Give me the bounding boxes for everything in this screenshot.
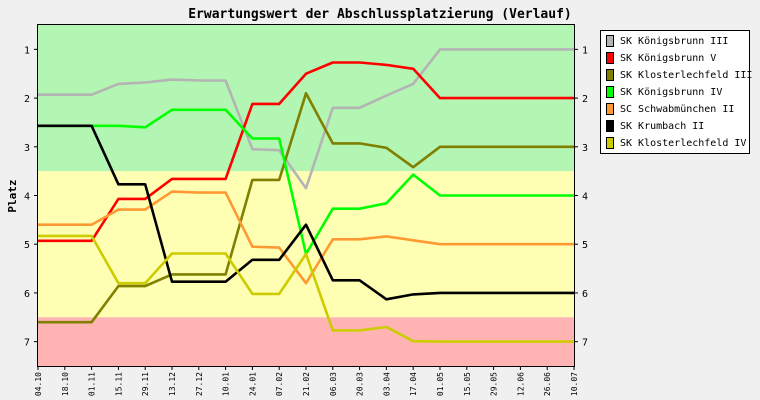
x-tick-label: 17.04 bbox=[409, 372, 418, 396]
series-line-4 bbox=[38, 190, 574, 285]
legend-swatch bbox=[606, 120, 614, 132]
chart-title: Erwartungswert der Abschlussplatzierung … bbox=[188, 7, 572, 22]
y-tick-label-left: 1 bbox=[24, 45, 30, 56]
x-tick-label: 10.07 bbox=[570, 372, 579, 396]
legend-label: SK Königsbrunn IV bbox=[620, 86, 723, 98]
legend-label: SK Klosterlechfeld III bbox=[620, 69, 753, 81]
legend-label: SK Königsbrunn V bbox=[620, 52, 717, 64]
y-ticks-left: 1 2 3 4 5 6 7 bbox=[24, 45, 38, 349]
legend: SK Königsbrunn III SK Königsbrunn V SK Klo… bbox=[600, 30, 752, 154]
legend-item: SK Krumbach II bbox=[606, 119, 704, 133]
y-tick-label-right: 4 bbox=[582, 192, 588, 203]
series-line-0 bbox=[38, 48, 574, 190]
legend-item: SK Königsbrunn IV bbox=[606, 85, 722, 99]
legend-label: SC Schwabmünchen II bbox=[620, 103, 735, 115]
x-tick-label: 06.03 bbox=[329, 372, 338, 396]
x-tick-label: 26.06 bbox=[543, 372, 552, 396]
legend-label: SK Klosterlechfeld IV bbox=[620, 137, 747, 149]
legend-swatch bbox=[606, 86, 614, 98]
series-line-5 bbox=[38, 124, 574, 301]
y-ticks-right: 1 2 3 4 5 6 7 bbox=[574, 45, 588, 349]
x-tick-label: 07.02 bbox=[275, 372, 284, 396]
legend-label: SK Königsbrunn III bbox=[620, 35, 729, 47]
x-tick-label: 21.02 bbox=[302, 372, 311, 396]
legend-swatch bbox=[606, 35, 614, 47]
x-tick-label: 04.10 bbox=[34, 372, 43, 396]
x-tick-label: 20.03 bbox=[356, 372, 365, 396]
y-tick-label-left: 2 bbox=[24, 94, 30, 105]
series-line-1 bbox=[38, 61, 574, 243]
x-tick-label: 01.11 bbox=[88, 372, 97, 396]
series-line-6 bbox=[38, 234, 574, 343]
x-tick-label: 10.01 bbox=[222, 372, 231, 396]
legend-swatch bbox=[606, 137, 614, 149]
series-line-2 bbox=[38, 91, 574, 324]
y-tick-label-right: 2 bbox=[582, 94, 588, 105]
x-ticks: 04.10 18.10 01.11 15.11 29.11 13.12 27.12 10.01… bbox=[34, 366, 579, 396]
legend-label: SK Krumbach II bbox=[620, 120, 705, 132]
x-tick-label: 12.06 bbox=[516, 372, 525, 396]
x-tick-label: 24.01 bbox=[248, 372, 257, 396]
legend-item: SC Schwabmünchen II bbox=[606, 102, 734, 116]
y-tick-label-right: 1 bbox=[582, 45, 588, 56]
x-tick-label: 01.05 bbox=[436, 372, 445, 396]
y-tick-label-right: 3 bbox=[582, 143, 588, 154]
x-tick-label: 15.05 bbox=[463, 372, 472, 396]
y-tick-label-left: 6 bbox=[24, 289, 30, 300]
legend-swatch bbox=[606, 103, 614, 115]
y-tick-label-right: 7 bbox=[582, 338, 588, 349]
y-tick-label-left: 4 bbox=[24, 192, 30, 203]
x-tick-label: 29.11 bbox=[141, 372, 150, 396]
x-tick-label: 18.10 bbox=[61, 372, 70, 396]
legend-item: SK Klosterlechfeld III bbox=[606, 68, 752, 82]
y-tick-label-right: 6 bbox=[582, 289, 588, 300]
x-tick-label: 15.11 bbox=[114, 372, 123, 396]
x-tick-label: 13.12 bbox=[168, 372, 177, 396]
x-tick-label: 29.05 bbox=[490, 372, 499, 396]
x-tick-label: 27.12 bbox=[195, 372, 204, 396]
y-tick-label-left: 5 bbox=[24, 240, 30, 251]
legend-swatch bbox=[606, 69, 614, 81]
series-lines bbox=[38, 48, 574, 343]
y-tick-label-right: 5 bbox=[582, 240, 588, 251]
y-tick-label-left: 3 bbox=[24, 143, 30, 154]
y-tick-label-left: 7 bbox=[24, 338, 30, 349]
legend-swatch bbox=[606, 52, 614, 64]
legend-item: SK Klosterlechfeld IV bbox=[606, 136, 746, 150]
y-axis-label: Platz bbox=[6, 179, 19, 212]
legend-item: SK Königsbrunn V bbox=[606, 51, 716, 65]
x-tick-label: 03.04 bbox=[382, 372, 391, 396]
legend-item: SK Königsbrunn III bbox=[606, 34, 728, 48]
